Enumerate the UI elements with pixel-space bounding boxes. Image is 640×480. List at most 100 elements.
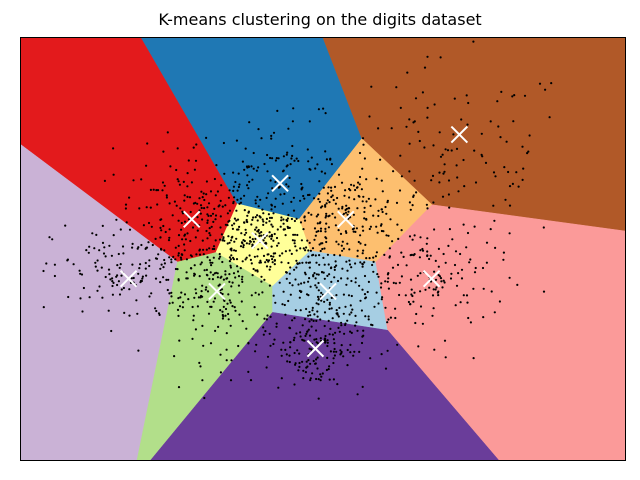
data-point bbox=[282, 169, 285, 172]
data-point bbox=[472, 357, 475, 360]
data-point bbox=[400, 251, 403, 254]
data-point bbox=[318, 180, 321, 183]
data-point bbox=[360, 341, 364, 345]
data-point bbox=[264, 261, 267, 264]
data-point bbox=[280, 261, 283, 264]
data-point bbox=[207, 214, 210, 217]
data-point bbox=[148, 264, 151, 268]
data-point bbox=[270, 255, 273, 258]
data-point bbox=[435, 286, 438, 289]
data-point bbox=[202, 253, 205, 256]
data-point bbox=[241, 260, 244, 263]
data-point bbox=[433, 228, 436, 231]
data-point bbox=[324, 334, 327, 338]
data-point bbox=[212, 273, 215, 276]
data-point bbox=[372, 270, 375, 273]
data-point bbox=[272, 342, 275, 346]
data-point bbox=[494, 246, 497, 249]
data-point bbox=[198, 249, 201, 252]
data-point bbox=[318, 192, 321, 195]
data-point bbox=[297, 283, 300, 286]
data-point bbox=[399, 106, 402, 109]
data-point bbox=[145, 274, 148, 277]
data-point bbox=[264, 330, 267, 333]
data-point bbox=[294, 278, 297, 281]
data-point bbox=[177, 180, 180, 183]
data-point bbox=[325, 212, 328, 215]
data-point bbox=[349, 330, 352, 333]
data-point bbox=[493, 219, 496, 222]
data-point bbox=[334, 202, 337, 205]
data-point bbox=[304, 334, 307, 337]
data-point bbox=[262, 239, 265, 242]
data-point bbox=[455, 164, 458, 167]
data-point bbox=[298, 361, 301, 365]
data-point bbox=[462, 223, 465, 226]
data-point bbox=[337, 173, 341, 176]
data-point bbox=[248, 254, 251, 257]
data-point bbox=[333, 354, 336, 357]
data-point bbox=[345, 231, 348, 234]
data-point bbox=[185, 258, 188, 261]
data-point bbox=[418, 139, 421, 143]
data-point bbox=[387, 234, 390, 237]
data-point bbox=[399, 154, 402, 157]
data-point bbox=[228, 280, 231, 283]
data-point bbox=[404, 294, 407, 297]
data-point bbox=[131, 263, 134, 266]
data-point bbox=[521, 178, 524, 181]
data-point bbox=[274, 197, 277, 200]
data-point bbox=[294, 309, 297, 312]
data-point bbox=[111, 277, 114, 280]
data-point bbox=[305, 332, 308, 335]
data-point bbox=[344, 230, 347, 233]
data-point bbox=[419, 236, 422, 239]
data-point bbox=[275, 157, 278, 160]
data-point bbox=[312, 274, 315, 277]
data-point bbox=[136, 312, 139, 315]
data-point bbox=[202, 248, 205, 251]
data-point bbox=[210, 264, 213, 267]
data-point bbox=[411, 294, 414, 298]
data-point bbox=[311, 247, 315, 250]
data-point bbox=[286, 219, 289, 222]
data-point bbox=[309, 249, 312, 252]
data-point bbox=[492, 171, 496, 174]
data-point bbox=[191, 226, 195, 229]
centroid-markers bbox=[119, 125, 469, 358]
data-point bbox=[260, 275, 263, 278]
data-point bbox=[493, 311, 496, 314]
data-point bbox=[299, 221, 303, 224]
data-point bbox=[291, 144, 294, 148]
data-point bbox=[235, 237, 238, 240]
data-point bbox=[247, 187, 250, 190]
data-point bbox=[411, 204, 414, 207]
data-point bbox=[352, 184, 355, 187]
data-point bbox=[416, 274, 419, 277]
data-point bbox=[317, 108, 320, 111]
data-point bbox=[346, 277, 349, 280]
data-point bbox=[295, 217, 298, 220]
data-point bbox=[256, 255, 259, 258]
data-point bbox=[325, 368, 328, 372]
data-point bbox=[375, 291, 378, 294]
data-point bbox=[330, 163, 333, 166]
data-point bbox=[233, 306, 236, 309]
data-point bbox=[209, 271, 212, 274]
data-point bbox=[109, 278, 112, 281]
data-point bbox=[305, 246, 308, 249]
data-point bbox=[302, 369, 305, 372]
data-point bbox=[302, 228, 305, 231]
data-point bbox=[439, 277, 443, 280]
data-point bbox=[229, 324, 232, 327]
data-point bbox=[227, 220, 230, 223]
data-point bbox=[384, 280, 387, 283]
data-point bbox=[361, 265, 364, 268]
data-point bbox=[300, 187, 303, 190]
data-point bbox=[302, 377, 305, 380]
data-point bbox=[521, 145, 524, 148]
data-point bbox=[359, 261, 362, 264]
data-point bbox=[224, 273, 227, 276]
data-point bbox=[167, 278, 170, 281]
data-point bbox=[398, 293, 401, 297]
